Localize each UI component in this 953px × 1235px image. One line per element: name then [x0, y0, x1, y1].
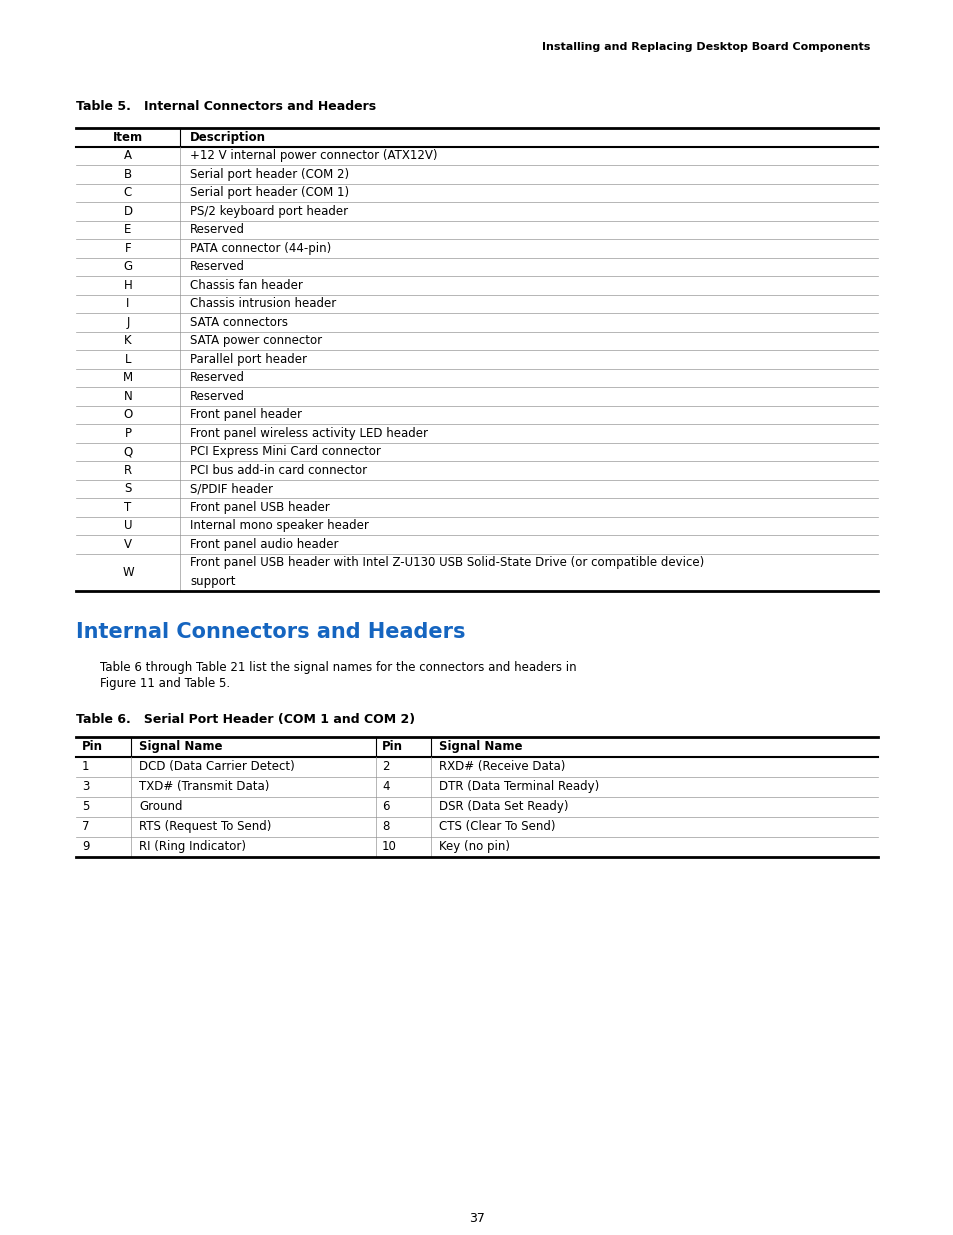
Text: B: B: [124, 168, 132, 180]
Text: Serial port header (COM 1): Serial port header (COM 1): [190, 186, 349, 199]
Text: Pin: Pin: [381, 740, 402, 753]
Text: R: R: [124, 464, 132, 477]
Text: Description: Description: [190, 131, 266, 143]
Text: O: O: [123, 409, 132, 421]
Text: P: P: [125, 427, 132, 440]
Text: Internal mono speaker header: Internal mono speaker header: [190, 519, 369, 532]
Text: SATA power connector: SATA power connector: [190, 335, 322, 347]
Text: SATA connectors: SATA connectors: [190, 316, 288, 329]
Text: PCI Express Mini Card connector: PCI Express Mini Card connector: [190, 446, 380, 458]
Text: +12 V internal power connector (ATX12V): +12 V internal power connector (ATX12V): [190, 149, 437, 162]
Text: 5: 5: [82, 800, 90, 813]
Text: 4: 4: [381, 781, 389, 793]
Text: 1: 1: [82, 760, 90, 773]
Text: G: G: [123, 261, 132, 273]
Text: RI (Ring Indicator): RI (Ring Indicator): [139, 840, 246, 853]
Text: 6: 6: [381, 800, 389, 813]
Text: U: U: [124, 519, 132, 532]
Text: L: L: [125, 353, 132, 366]
Text: D: D: [123, 205, 132, 217]
Text: Serial port header (COM 2): Serial port header (COM 2): [190, 168, 349, 180]
Text: W: W: [122, 566, 133, 578]
Text: A: A: [124, 149, 132, 162]
Text: TXD# (Transmit Data): TXD# (Transmit Data): [139, 781, 269, 793]
Text: Front panel USB header: Front panel USB header: [190, 500, 330, 514]
Text: Front panel wireless activity LED header: Front panel wireless activity LED header: [190, 427, 428, 440]
Text: Front panel header: Front panel header: [190, 409, 302, 421]
Text: PCI bus add-in card connector: PCI bus add-in card connector: [190, 464, 367, 477]
Text: Internal Connectors and Headers: Internal Connectors and Headers: [76, 622, 465, 642]
Text: Q: Q: [123, 446, 132, 458]
Text: Table 5.   Internal Connectors and Headers: Table 5. Internal Connectors and Headers: [76, 100, 375, 112]
Text: Front panel USB header with Intel Z-U130 USB Solid-State Drive (or compatible de: Front panel USB header with Intel Z-U130…: [190, 556, 703, 569]
Text: Reserved: Reserved: [190, 224, 245, 236]
Text: Chassis fan header: Chassis fan header: [190, 279, 302, 291]
Text: Reserved: Reserved: [190, 390, 245, 403]
Text: Reserved: Reserved: [190, 261, 245, 273]
Text: 7: 7: [82, 820, 90, 832]
Text: support: support: [190, 574, 235, 588]
Text: RXD# (Receive Data): RXD# (Receive Data): [438, 760, 565, 773]
Text: S/PDIF header: S/PDIF header: [190, 482, 273, 495]
Text: F: F: [125, 242, 132, 254]
Text: 10: 10: [381, 840, 396, 853]
Text: C: C: [124, 186, 132, 199]
Text: PATA connector (44-pin): PATA connector (44-pin): [190, 242, 331, 254]
Text: Chassis intrusion header: Chassis intrusion header: [190, 298, 335, 310]
Text: PS/2 keyboard port header: PS/2 keyboard port header: [190, 205, 348, 217]
Text: I: I: [126, 298, 130, 310]
Text: Pin: Pin: [82, 740, 103, 753]
Text: 37: 37: [469, 1212, 484, 1224]
Text: N: N: [124, 390, 132, 403]
Text: 3: 3: [82, 781, 90, 793]
Text: Installing and Replacing Desktop Board Components: Installing and Replacing Desktop Board C…: [541, 42, 869, 52]
Text: J: J: [126, 316, 130, 329]
Text: CTS (Clear To Send): CTS (Clear To Send): [438, 820, 555, 832]
Text: 9: 9: [82, 840, 90, 853]
Text: Signal Name: Signal Name: [438, 740, 522, 753]
Text: V: V: [124, 537, 132, 551]
Text: S: S: [124, 482, 132, 495]
Text: 2: 2: [381, 760, 389, 773]
Text: K: K: [124, 335, 132, 347]
Text: T: T: [124, 500, 132, 514]
Text: DCD (Data Carrier Detect): DCD (Data Carrier Detect): [139, 760, 294, 773]
Text: Table 6 through Table 21 list the signal names for the connectors and headers in: Table 6 through Table 21 list the signal…: [100, 661, 576, 673]
Text: Item: Item: [112, 131, 143, 143]
Text: Table 6.   Serial Port Header (COM 1 and COM 2): Table 6. Serial Port Header (COM 1 and C…: [76, 713, 415, 725]
Text: Key (no pin): Key (no pin): [438, 840, 510, 853]
Text: DSR (Data Set Ready): DSR (Data Set Ready): [438, 800, 568, 813]
Text: H: H: [124, 279, 132, 291]
Text: Signal Name: Signal Name: [139, 740, 222, 753]
Text: DTR (Data Terminal Ready): DTR (Data Terminal Ready): [438, 781, 598, 793]
Text: E: E: [124, 224, 132, 236]
Text: Reserved: Reserved: [190, 372, 245, 384]
Text: Front panel audio header: Front panel audio header: [190, 537, 338, 551]
Text: M: M: [123, 372, 132, 384]
Text: RTS (Request To Send): RTS (Request To Send): [139, 820, 271, 832]
Text: Figure 11 and Table 5.: Figure 11 and Table 5.: [100, 677, 230, 689]
Text: Ground: Ground: [139, 800, 182, 813]
Text: 8: 8: [381, 820, 389, 832]
Text: Parallel port header: Parallel port header: [190, 353, 307, 366]
